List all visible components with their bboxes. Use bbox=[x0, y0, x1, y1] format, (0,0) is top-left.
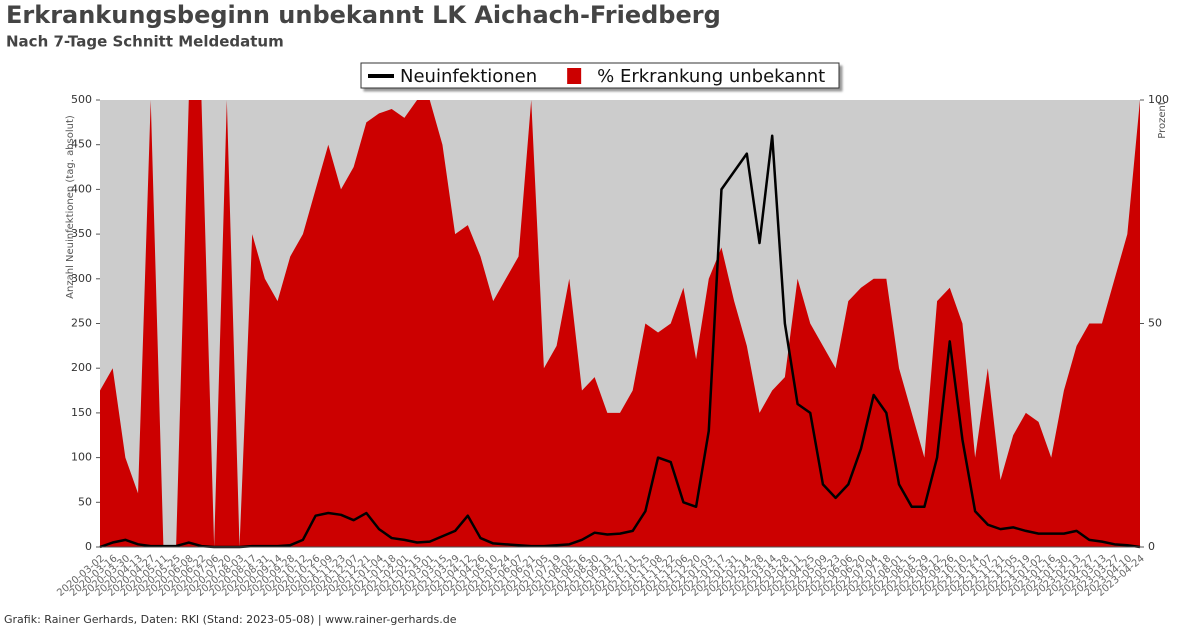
y-tick-label: 250 bbox=[71, 317, 92, 330]
y-tick-label: 350 bbox=[71, 227, 92, 240]
y-tick-label: 500 bbox=[71, 93, 92, 106]
y-tick-label: 400 bbox=[71, 182, 92, 195]
area bbox=[100, 100, 1140, 547]
y-tick-label: 0 bbox=[85, 540, 92, 553]
y-tick-label: 50 bbox=[78, 495, 92, 508]
legend-swatch bbox=[567, 68, 582, 84]
legend: Neuinfektionen % Erkrankung unbekannt bbox=[360, 62, 840, 89]
y-tick-label: 300 bbox=[71, 272, 92, 285]
legend-label: % Erkrankung unbekannt bbox=[597, 66, 825, 87]
y-tick-label: 200 bbox=[71, 361, 92, 374]
y-tick-label: 450 bbox=[71, 138, 92, 151]
footer: Grafik: Rainer Gerhards, Daten: RKI (Sta… bbox=[4, 613, 457, 626]
y-tick-label: 100 bbox=[71, 451, 92, 464]
chart-title: Erkrankungsbeginn unbekannt LK Aichach-F… bbox=[6, 1, 721, 29]
y2-tick-label: 50 bbox=[1148, 317, 1162, 330]
legend-label: Neuinfektionen bbox=[400, 66, 537, 87]
y-tick-label: 150 bbox=[71, 406, 92, 419]
legend-box bbox=[360, 62, 840, 89]
line bbox=[99, 134, 1141, 549]
y2-axis-label: Prozent bbox=[1157, 101, 1168, 139]
y-axis-label: Anzahl Neuinfektionen (tag. absolut) bbox=[65, 115, 76, 299]
y2-tick-label: 100 bbox=[1148, 93, 1169, 106]
chart-subtitle: Nach 7-Tage Schnitt Meldedatum bbox=[6, 33, 284, 51]
y2-tick-label: 0 bbox=[1148, 540, 1155, 553]
